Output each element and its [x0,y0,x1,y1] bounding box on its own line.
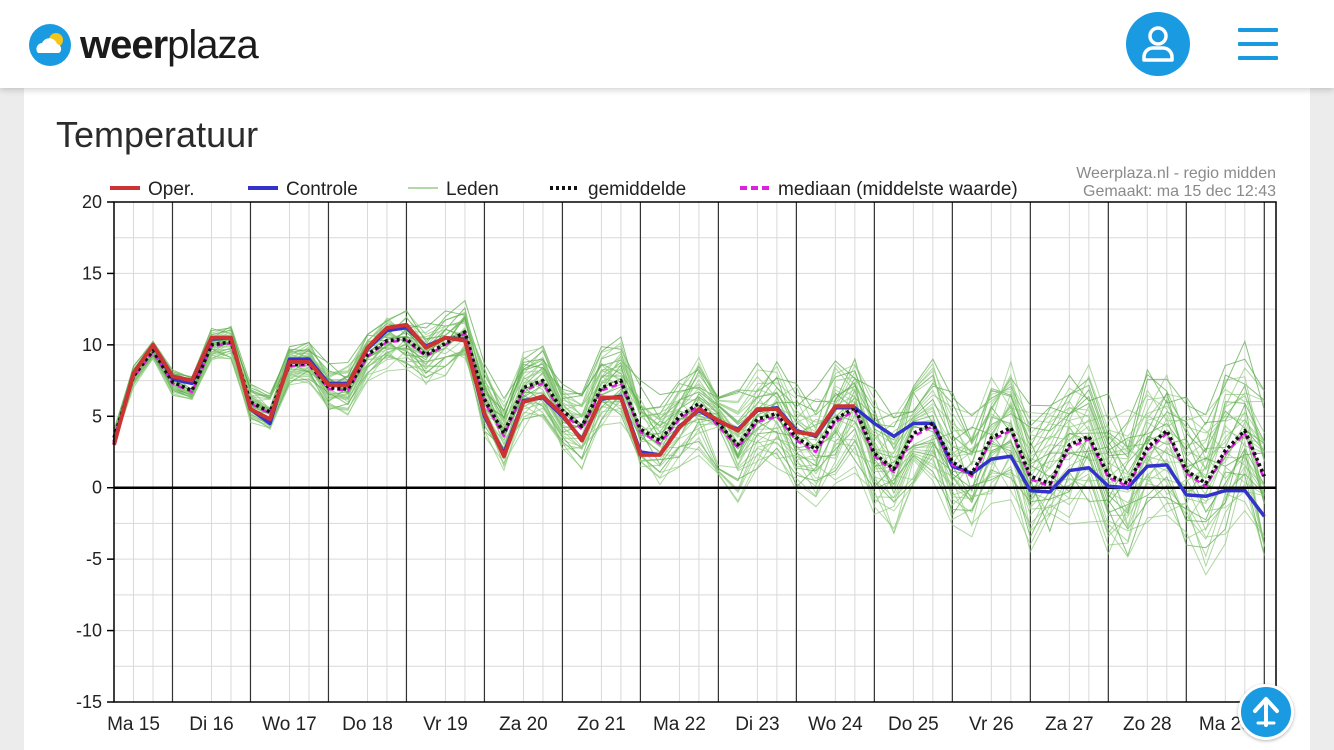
legend-label: gemiddelde [588,179,686,200]
x-day-label: Do 25 [888,714,939,735]
ensemble-member-line [113,315,1265,455]
top-bar: weerplaza [0,0,1334,88]
ensemble-member-line [113,316,1265,468]
card-title: Temperatuur [56,114,259,155]
ensemble-member-line [113,319,1265,470]
ensemble-member-line [113,311,1265,455]
x-day-label: Ma 15 [107,714,160,735]
x-day-label: Zo 21 [577,714,626,735]
ensemble-member-line [113,334,1265,523]
ensemble-member-line [113,348,1265,568]
y-tick-label: -5 [86,549,102,569]
y-tick-label: 15 [82,263,102,283]
legend-label: Controle [286,179,358,200]
plot-frame [113,201,1277,703]
temperature-card: Temperatuur 20 15 10 5 0 -5 -10 -15 Ma 15 Di 16 Wo… [24,88,1310,750]
hamburger-menu-icon [1238,28,1278,32]
legend-label: Leden [446,179,499,200]
user-icon [1142,26,1174,62]
y-tick-label: 5 [92,406,102,426]
y-tick-label: -15 [76,692,102,712]
scroll-to-top-button[interactable] [1238,684,1294,740]
ensemble-members [113,299,1265,576]
ensemble-member-line [113,342,1265,535]
ensemble-member-line [113,299,1265,451]
hamburger-menu-icon-bar [1238,56,1278,60]
ensemble-member-line [113,338,1265,529]
x-day-label: Vr 26 [969,714,1014,735]
oper-series-line [112,322,855,459]
cloud-sun-logo-icon [29,24,71,66]
hamburger-menu-icon-bar [1238,42,1278,46]
x-day-label: Wo 24 [808,714,863,735]
y-tick-label: 20 [82,192,102,212]
x-day-label: Di 23 [735,714,779,735]
legend-label: mediaan (middelste waarde) [778,179,1018,200]
ensemble-member-line [113,328,1265,482]
ensemble-member-line [113,342,1265,543]
x-day-label: Ma 22 [653,714,706,735]
ensemble-member-line [113,320,1265,454]
menu-button[interactable] [1236,26,1280,62]
chart-source-text: Weerplaza.nl - regio midden [1076,165,1276,182]
ensemble-member-line [113,332,1265,508]
chart-created-text: Gemaakt: ma 15 dec 12:43 [1083,183,1276,200]
legend-label: Oper. [148,179,194,200]
x-day-label: Di 16 [189,714,233,735]
y-tick-label: 10 [82,335,102,355]
weerplaza-logo[interactable]: weerplaza [28,20,259,70]
ensemble-member-line [113,315,1265,490]
arrow-up-icon [1253,697,1279,727]
x-day-label: Wo 17 [262,714,317,735]
x-day-label: Za 20 [499,714,548,735]
account-button[interactable] [1126,12,1190,76]
logo-text: weerplaza [80,23,259,67]
y-tick-label: -10 [76,621,102,641]
x-day-label: Vr 19 [423,714,468,735]
x-day-label: Do 18 [342,714,393,735]
ensemble-member-line [113,343,1265,557]
ensemble-member-line [113,315,1265,463]
x-day-label: Zo 28 [1123,714,1172,735]
ensemble-member-line [113,349,1265,576]
ensemble-member-line [113,348,1265,547]
x-day-label: Za 27 [1045,714,1094,735]
y-tick-label: 0 [92,478,102,498]
